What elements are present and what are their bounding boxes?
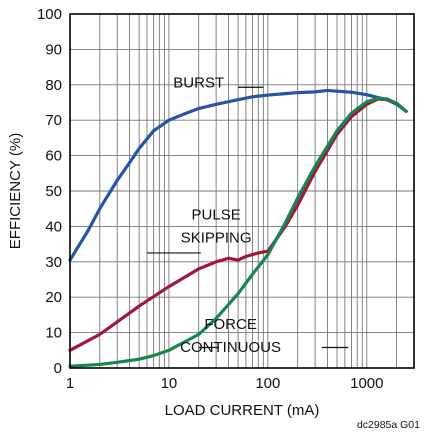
x-tick-label: 1 xyxy=(66,375,74,392)
y-tick-label: 60 xyxy=(45,148,62,165)
y-tick-label: 100 xyxy=(37,6,62,23)
x-axis-label: LOAD CURRENT (mA) xyxy=(165,402,320,419)
y-tick-label: 90 xyxy=(45,41,62,58)
plot-frame xyxy=(69,13,415,369)
y-tick-label: 70 xyxy=(45,112,62,129)
y-tick-label: 80 xyxy=(45,77,62,94)
annotation-label: FORCE xyxy=(204,316,257,333)
y-tick-label: 30 xyxy=(45,254,62,271)
y-tick-label: 20 xyxy=(45,289,62,306)
chart-grid xyxy=(70,14,414,368)
y-tick-label: 10 xyxy=(45,325,62,342)
series-line-force-continuous xyxy=(68,96,408,368)
figure-id: dc2985a G01 xyxy=(357,419,420,431)
y-tick-label: 40 xyxy=(45,218,62,235)
x-tick-label: 1000 xyxy=(350,375,383,392)
x-tick-label: 10 xyxy=(161,375,178,392)
annotation-label: BURST xyxy=(173,74,224,91)
annotation-label: SKIPPING xyxy=(181,229,252,246)
annotation-label: CONTINUOUS xyxy=(180,339,281,356)
series-line-burst xyxy=(68,88,408,262)
annotation-label: PULSE xyxy=(192,206,241,223)
y-axis-label: EFFICIENCY (%) xyxy=(7,133,24,249)
chart-series xyxy=(68,88,408,368)
y-tick-label: 0 xyxy=(54,360,62,377)
x-axis-ticks: 1 10 100 1000 xyxy=(66,375,384,392)
y-axis-ticks: 0 10 20 30 40 50 60 70 80 90 100 xyxy=(37,6,62,377)
chart-annotations: BURST PULSE SKIPPING FORCE CONTINUOUS xyxy=(146,74,349,356)
y-tick-label: 50 xyxy=(45,183,62,200)
x-tick-label: 100 xyxy=(255,375,280,392)
